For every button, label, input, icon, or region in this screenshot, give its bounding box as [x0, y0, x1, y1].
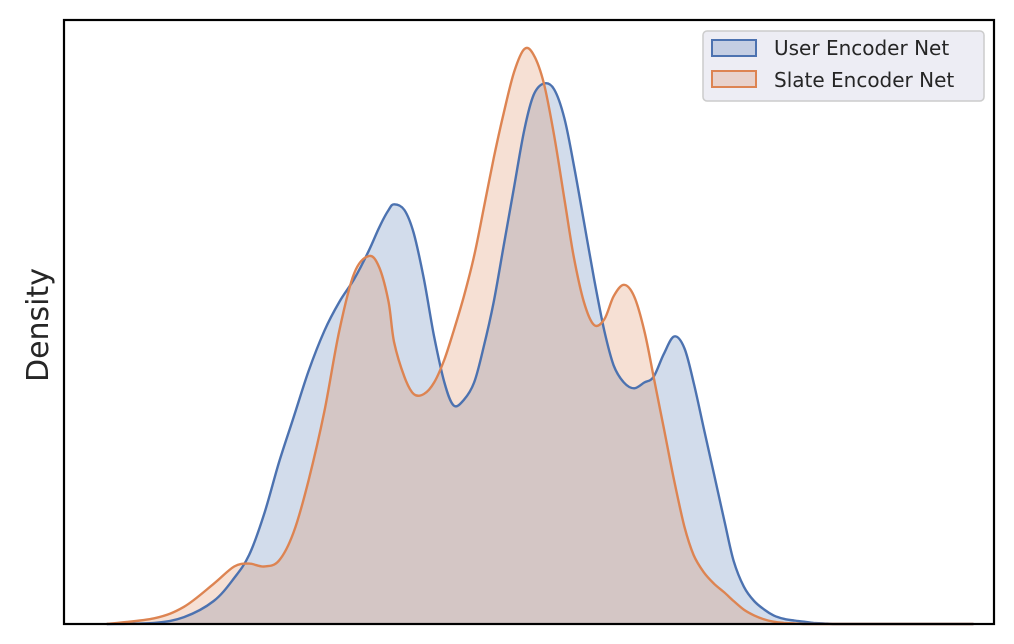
legend: User Encoder Net Slate Encoder Net [702, 30, 985, 102]
legend-label-user: User Encoder Net [774, 36, 949, 60]
series-line-0 [106, 81, 974, 626]
series-layer [106, 46, 974, 626]
series-area-1 [106, 47, 974, 625]
plot-frame [62, 18, 996, 626]
legend-label-slate: Slate Encoder Net [774, 68, 954, 92]
y-axis-label: Density [21, 268, 56, 382]
legend-box [702, 30, 985, 102]
legend-swatch-user [711, 39, 757, 57]
legend-swatch-slate [711, 70, 757, 88]
series-area-0 [106, 83, 974, 624]
